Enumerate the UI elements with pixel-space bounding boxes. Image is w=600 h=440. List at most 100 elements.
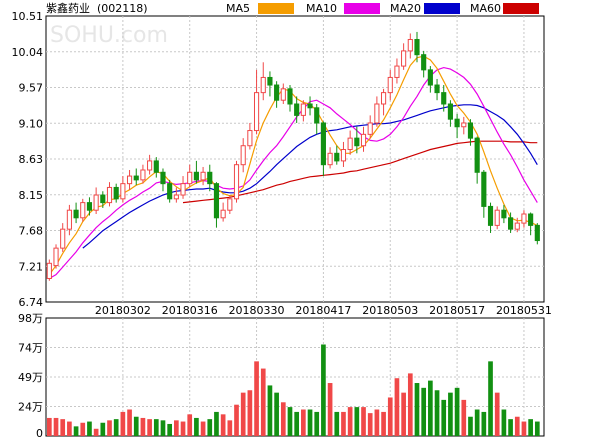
candle-body bbox=[126, 175, 133, 185]
candle-body bbox=[307, 103, 313, 109]
price-y-tick-label: 6.74 bbox=[19, 296, 44, 309]
candle-body bbox=[320, 122, 326, 166]
candle-body bbox=[73, 209, 79, 219]
candle bbox=[187, 164, 193, 188]
candle bbox=[233, 160, 240, 203]
volume-bar bbox=[508, 419, 513, 436]
candle bbox=[300, 100, 306, 122]
candle bbox=[454, 113, 460, 139]
date-tick-label: 20180417 bbox=[295, 304, 351, 317]
candle bbox=[354, 126, 360, 154]
candle-body bbox=[106, 186, 113, 204]
candle-body bbox=[467, 122, 474, 139]
candle bbox=[280, 83, 286, 104]
volume-bar bbox=[407, 373, 413, 436]
candle-body bbox=[434, 84, 440, 94]
volume-bar bbox=[514, 416, 520, 436]
legend-label-ma10: MA10 bbox=[306, 2, 337, 15]
candle bbox=[160, 168, 166, 192]
watermark-text: SOHU.com bbox=[50, 23, 168, 48]
volume-bar bbox=[301, 409, 306, 436]
candle-body bbox=[120, 183, 126, 200]
candle bbox=[167, 179, 173, 203]
candle-body bbox=[113, 186, 119, 200]
candle-body bbox=[474, 137, 480, 173]
candle-body bbox=[461, 122, 467, 128]
candle-body bbox=[280, 88, 286, 101]
candle-body bbox=[60, 228, 66, 249]
candle bbox=[240, 138, 246, 173]
volume-y-axis: 98万 74万 49万 24万 0 bbox=[18, 312, 43, 440]
candle-body bbox=[514, 222, 520, 230]
volume-bar bbox=[254, 361, 259, 436]
candle-body bbox=[247, 130, 253, 147]
volume-bar bbox=[421, 387, 427, 436]
candle bbox=[86, 197, 93, 216]
volume-bar bbox=[521, 421, 527, 436]
candle bbox=[213, 182, 220, 228]
candle-body bbox=[421, 54, 427, 71]
candle-body bbox=[354, 137, 360, 147]
candle-body bbox=[260, 76, 266, 94]
volume-bar bbox=[87, 421, 92, 436]
date-tick-label: 20180503 bbox=[362, 304, 418, 317]
candle-body bbox=[140, 169, 146, 181]
legend-swatch-ma5 bbox=[258, 3, 294, 14]
candle bbox=[307, 96, 313, 116]
candle bbox=[394, 58, 400, 84]
candle bbox=[66, 204, 72, 236]
candle-body bbox=[274, 84, 280, 101]
ma10-line bbox=[49, 66, 538, 280]
candle bbox=[153, 157, 159, 178]
volume-bar bbox=[280, 402, 286, 436]
candle-body bbox=[487, 205, 494, 226]
candle bbox=[173, 187, 179, 203]
candle-body bbox=[454, 118, 460, 128]
candle-body bbox=[233, 164, 240, 200]
volume-bar bbox=[274, 392, 279, 436]
candle-body bbox=[387, 76, 393, 94]
candle bbox=[93, 187, 99, 214]
volume-bar bbox=[387, 397, 393, 436]
candle-body bbox=[80, 202, 86, 219]
candle bbox=[340, 141, 347, 167]
candle bbox=[193, 160, 199, 184]
volume-bar bbox=[214, 411, 219, 436]
candle bbox=[528, 212, 534, 236]
volume-bar bbox=[341, 411, 346, 436]
candle-body bbox=[521, 213, 527, 224]
candle-body bbox=[86, 202, 93, 211]
volume-bar bbox=[60, 419, 66, 436]
candle bbox=[347, 130, 353, 155]
volume-y-tick-label: 0 bbox=[36, 427, 43, 440]
candle bbox=[374, 96, 380, 127]
candle bbox=[113, 183, 119, 203]
volume-bar bbox=[501, 409, 507, 436]
candle-body bbox=[193, 171, 199, 181]
candle-body bbox=[220, 209, 226, 219]
volume-bar bbox=[240, 392, 246, 436]
candle bbox=[140, 164, 146, 184]
candle bbox=[220, 202, 226, 222]
candle-body bbox=[447, 103, 453, 120]
candle bbox=[180, 176, 186, 199]
legend-label-ma60: MA60 bbox=[470, 2, 501, 15]
candle bbox=[260, 62, 266, 101]
candle bbox=[534, 223, 540, 245]
volume-bar bbox=[153, 419, 159, 436]
candle-body bbox=[253, 92, 260, 132]
price-y-axis: 10.51 10.04 9.57 9.10 8.63 8.15 7.68 7.21 6.74 bbox=[12, 10, 44, 309]
candle-body bbox=[100, 194, 106, 204]
candle-body bbox=[147, 160, 153, 171]
candle bbox=[414, 31, 420, 63]
candle-body bbox=[180, 183, 186, 196]
volume-bar bbox=[307, 409, 313, 436]
candle bbox=[247, 122, 253, 150]
volume-bar bbox=[488, 361, 493, 436]
price-y-tick-label: 10.51 bbox=[12, 10, 44, 23]
volume-bar bbox=[354, 407, 360, 436]
candle-body bbox=[133, 175, 139, 181]
candle-body bbox=[227, 198, 233, 211]
price-y-tick-label: 8.63 bbox=[19, 153, 44, 166]
candle bbox=[380, 88, 387, 116]
